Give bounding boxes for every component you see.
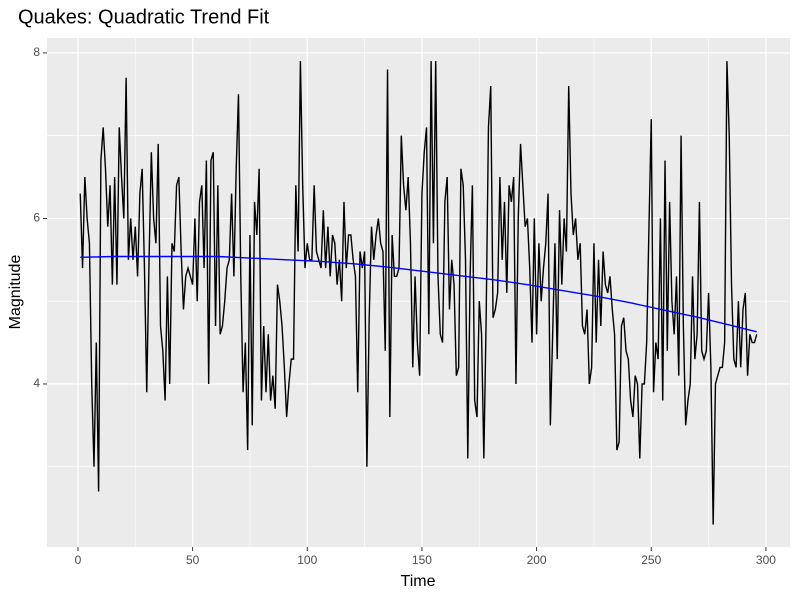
x-tick-label: 150 bbox=[412, 553, 432, 567]
x-tick-label: 100 bbox=[297, 553, 317, 567]
plot-panel bbox=[47, 38, 790, 547]
y-tick-label: 8 bbox=[33, 45, 40, 59]
x-tick-label: 50 bbox=[186, 553, 200, 567]
x-tick-label: 0 bbox=[75, 553, 82, 567]
x-axis-label: Time bbox=[401, 573, 436, 590]
x-tick-label: 200 bbox=[527, 553, 547, 567]
y-axis-label: Magnitude bbox=[7, 255, 24, 330]
series-line bbox=[79, 61, 758, 525]
y-tick-label: 4 bbox=[33, 376, 40, 390]
x-tick-label: 300 bbox=[756, 553, 776, 567]
chart-title: Quakes: Quadratic Trend Fit bbox=[18, 6, 270, 28]
y-tick-label: 6 bbox=[33, 211, 40, 225]
x-tick-label: 250 bbox=[641, 553, 661, 567]
series-line bbox=[80, 255, 757, 333]
